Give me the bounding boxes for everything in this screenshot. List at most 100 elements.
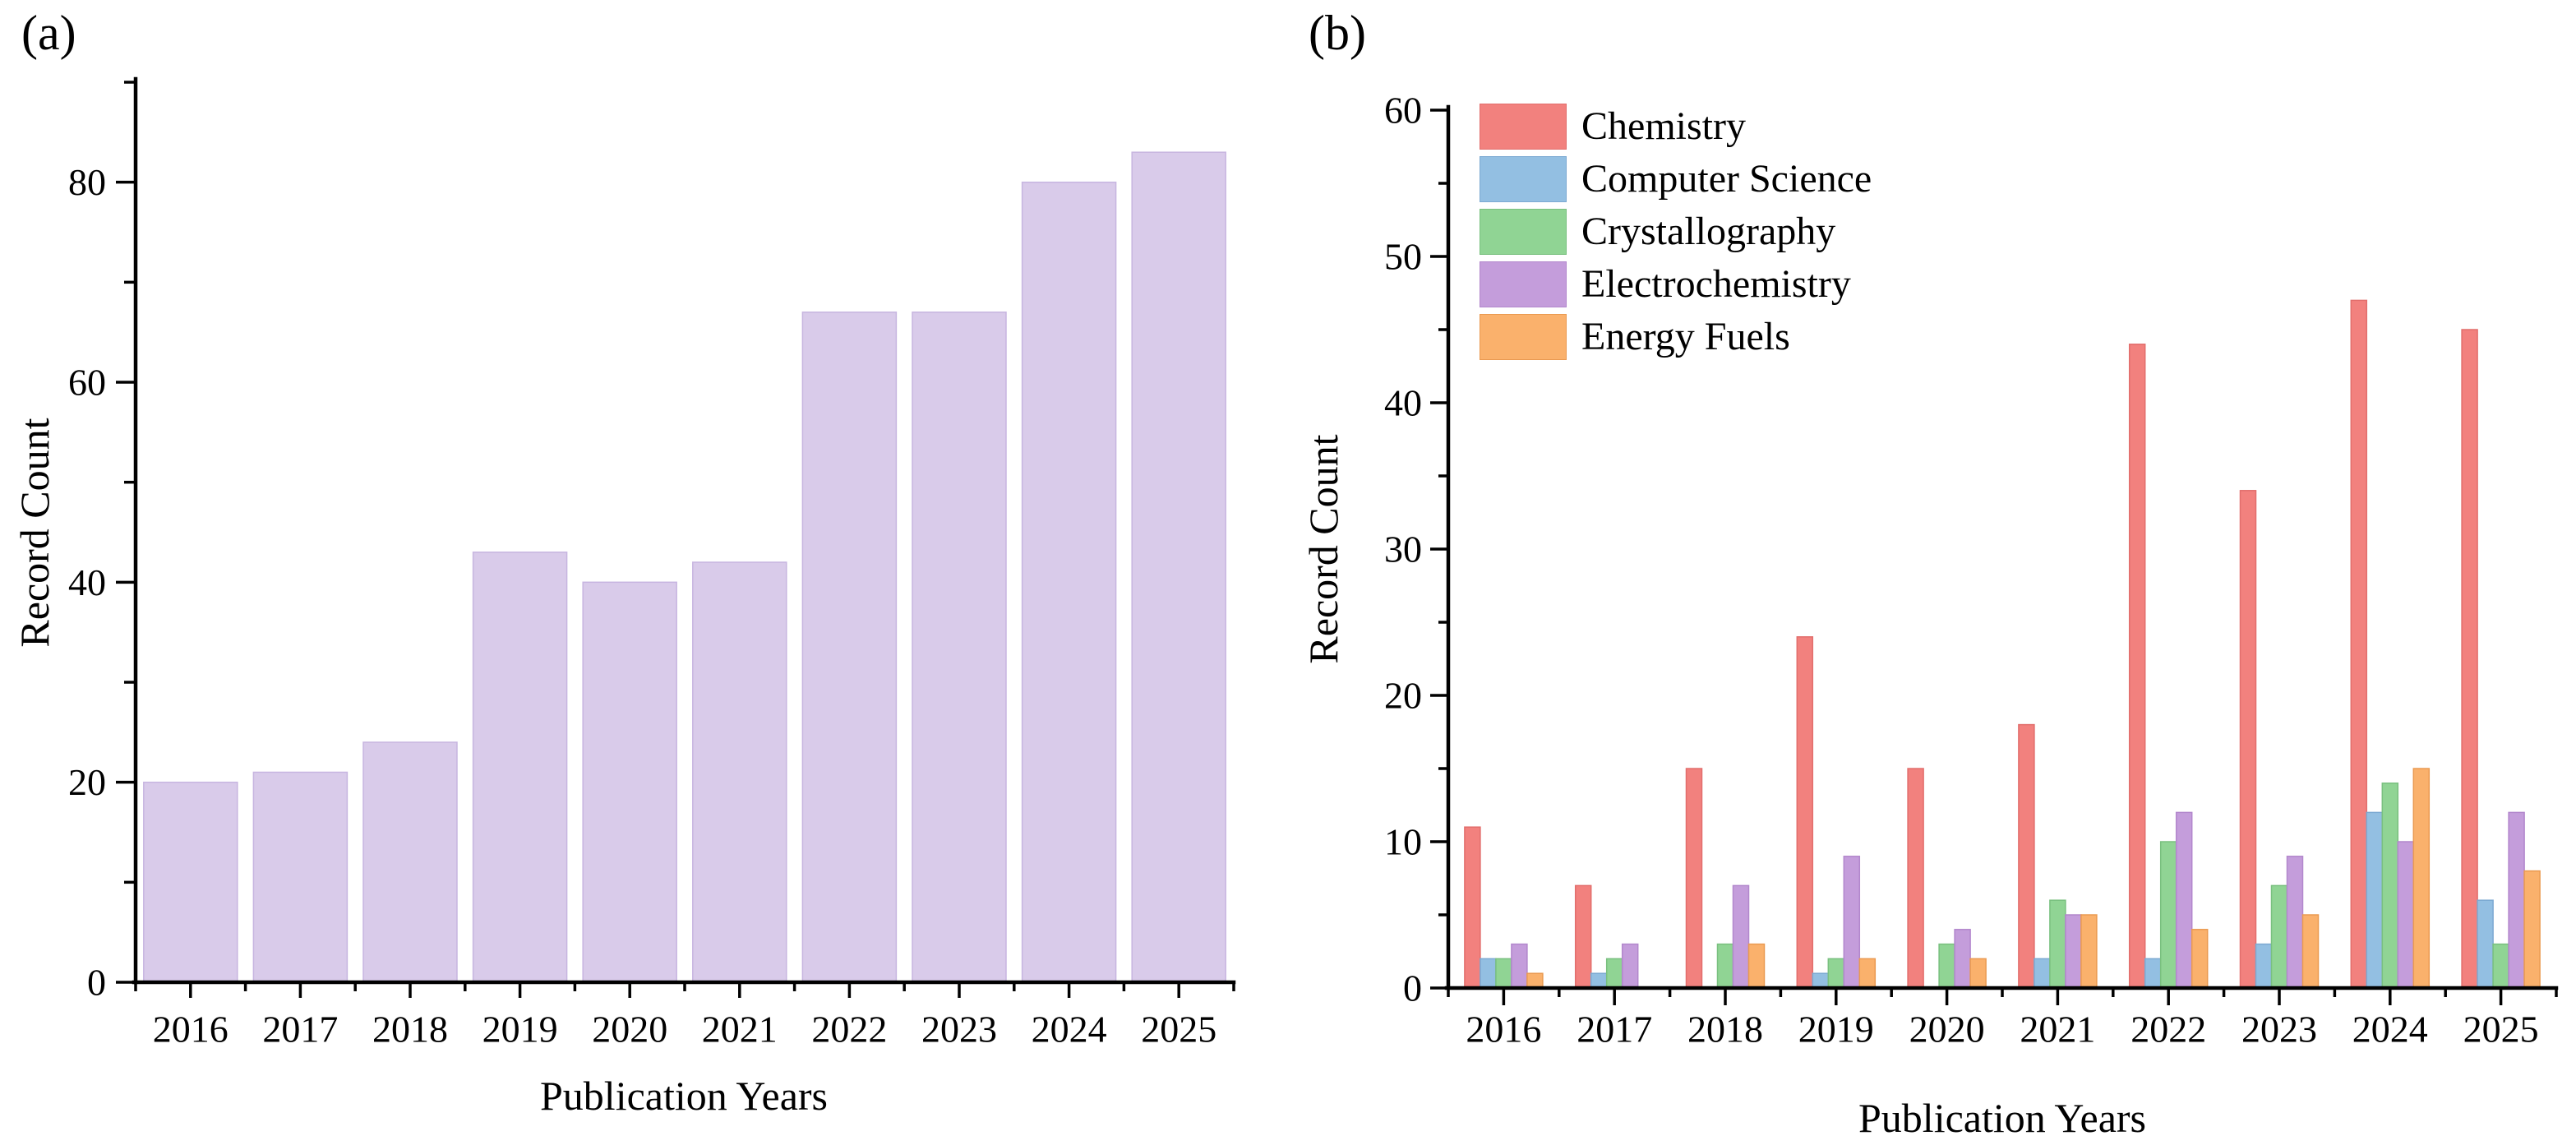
bar-electrochemistry-2022	[2175, 811, 2193, 989]
y-tick-label-a-60: 60	[68, 362, 106, 404]
x-tick-label-a-2025: 2025	[1141, 1009, 1216, 1050]
bar-electrochemistry-2023	[2286, 856, 2304, 989]
bar-2016	[143, 781, 238, 983]
bar-energy-fuels-2018	[1747, 943, 1766, 989]
legend-swatch-computer-science	[1480, 156, 1567, 202]
legend-item-chemistry: Chemistry	[1480, 104, 1872, 150]
legend-item-computer-science: Computer Science	[1480, 156, 1872, 202]
y-tick-label-b-10: 10	[1384, 821, 1422, 863]
y-tick-label-b-20: 20	[1384, 675, 1422, 717]
x-tick-label-a-2018: 2018	[372, 1009, 448, 1050]
x-tick-label-b-2025: 2025	[2463, 1009, 2539, 1050]
ticks-b	[1430, 108, 2558, 1005]
x-tick-label-b-2020: 2020	[1909, 1009, 1985, 1050]
bar-electrochemistry-2020	[1954, 929, 1971, 989]
x-tick-label-b-2017: 2017	[1577, 1009, 1652, 1050]
bar-2021	[692, 561, 787, 983]
bar-chemistry-2024	[2350, 299, 2368, 989]
x-axis-title-b: Publication Years	[1858, 1095, 2146, 1141]
x-tick-label-a-2019: 2019	[482, 1009, 558, 1050]
x-tick-label-a-2021: 2021	[702, 1009, 778, 1050]
bar-energy-fuels-2022	[2191, 929, 2209, 989]
bar-chemistry-2022	[2128, 344, 2146, 989]
y-tick-label-b-0: 0	[1403, 967, 1422, 1009]
bar-electrochemistry-2025	[2508, 811, 2525, 989]
bar-chemistry-2018	[1685, 768, 1703, 989]
bar-crystallography-2023	[2270, 884, 2288, 989]
legend-item-energy-fuels: Energy Fuels	[1480, 314, 1872, 360]
bar-2018	[362, 741, 458, 983]
x-tick-label-b-2023: 2023	[2241, 1009, 2317, 1050]
x-tick-label-b-2024: 2024	[2352, 1009, 2428, 1050]
bar-chemistry-2019	[1796, 636, 1814, 989]
y-tick-label-a-20: 20	[68, 761, 106, 803]
y-tick-label-a-40: 40	[68, 561, 106, 603]
x-tick-label-a-2024: 2024	[1032, 1009, 1107, 1050]
bar-crystallography-2020	[1938, 943, 1955, 989]
bar-crystallography-2025	[2492, 943, 2509, 989]
panel-label-b: (b)	[1309, 6, 1366, 60]
panel-label-a: (a)	[21, 6, 76, 60]
bar-electrochemistry-2021	[2065, 914, 2082, 989]
bar-electrochemistry-2016	[1511, 943, 1528, 989]
bar-computer-science-2017	[1590, 972, 1608, 989]
legend-label-chemistry: Chemistry	[1581, 104, 1746, 148]
legend-swatch-crystallography	[1480, 209, 1567, 255]
tick-labels-a: 0 20 40 60 80 2016 2017 2018 2019 2020 2021 2022 202…	[68, 161, 1216, 1050]
legend-label-computer-science: Computer Science	[1581, 157, 1872, 201]
x-tick-label-a-2020: 2020	[592, 1009, 667, 1050]
bar-chemistry-2023	[2239, 490, 2257, 989]
y-tick-label-b-40: 40	[1384, 382, 1422, 424]
bar-chemistry-2016	[1464, 826, 1481, 989]
bar-computer-science-2019	[1812, 972, 1830, 989]
bar-electrochemistry-2018	[1732, 884, 1750, 989]
bar-electrochemistry-2024	[2397, 841, 2415, 989]
x-tick-label-a-2017: 2017	[262, 1009, 338, 1050]
bar-2019	[472, 552, 568, 983]
bar-computer-science-2023	[2255, 943, 2273, 989]
bar-energy-fuels-2021	[2080, 914, 2098, 989]
ticks-a	[116, 81, 1235, 998]
x-axis-title-a: Publication Years	[540, 1073, 828, 1119]
legend: Chemistry Computer Science Crystallography…	[1480, 104, 1872, 367]
legend-swatch-energy-fuels	[1480, 314, 1567, 360]
x-tick-label-a-2022: 2022	[811, 1009, 887, 1050]
bar-energy-fuels-2025	[2523, 870, 2541, 989]
bar-2020	[582, 581, 677, 983]
bar-computer-science-2022	[2144, 958, 2162, 989]
legend-item-electrochemistry: Electrochemistry	[1480, 261, 1872, 307]
bar-chemistry-2025	[2461, 329, 2478, 989]
bar-chemistry-2020	[1907, 768, 1924, 989]
x-tick-label-a-2023: 2023	[921, 1009, 997, 1050]
legend-label-electrochemistry: Electrochemistry	[1581, 262, 1851, 306]
bar-computer-science-2024	[2366, 811, 2384, 989]
bar-electrochemistry-2019	[1843, 856, 1861, 989]
y-axis-title-b: Record Count	[1300, 434, 1346, 664]
bar-crystallography-2018	[1716, 943, 1734, 989]
bar-electrochemistry-2017	[1621, 943, 1639, 989]
y-tick-label-a-0: 0	[87, 962, 106, 1004]
bar-computer-science-2021	[2034, 958, 2051, 989]
legend-label-crystallography: Crystallography	[1581, 210, 1836, 253]
bar-crystallography-2017	[1605, 958, 1623, 989]
x-tick-label-b-2022: 2022	[2131, 1009, 2206, 1050]
bar-computer-science-2016	[1480, 958, 1497, 989]
bar-crystallography-2016	[1495, 958, 1512, 989]
bar-2025	[1131, 151, 1226, 983]
legend-label-energy-fuels: Energy Fuels	[1581, 315, 1790, 358]
bar-energy-fuels-2019	[1858, 958, 1877, 989]
bar-energy-fuels-2023	[2301, 914, 2320, 989]
bar-crystallography-2022	[2159, 841, 2177, 989]
y-tick-label-b-30: 30	[1384, 529, 1422, 570]
bar-crystallography-2021	[2049, 899, 2066, 989]
bar-chemistry-2017	[1574, 884, 1592, 989]
bar-energy-fuels-2024	[2412, 768, 2431, 989]
tick-labels-b: 0 10 20 30 40 50 60 2016 2017 2018 2019 2020 2021 202…	[1384, 90, 2539, 1050]
legend-item-crystallography: Crystallography	[1480, 209, 1872, 255]
bar-crystallography-2024	[2381, 783, 2399, 989]
bar-energy-fuels-2016	[1526, 972, 1544, 989]
bar-2022	[801, 312, 898, 983]
bar-chemistry-2021	[2018, 723, 2035, 989]
